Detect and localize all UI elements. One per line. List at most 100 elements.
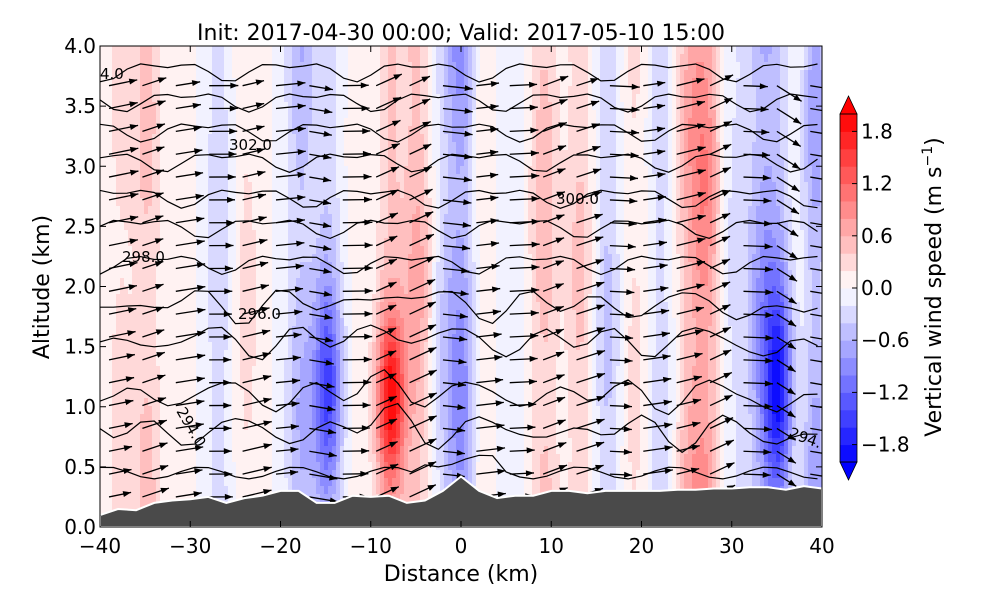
wind-cell bbox=[108, 350, 113, 359]
wind-cell bbox=[404, 222, 409, 231]
wind-cell bbox=[360, 430, 365, 439]
wind-cell bbox=[200, 398, 205, 407]
wind-cell bbox=[340, 302, 345, 311]
wind-cell bbox=[172, 294, 177, 303]
wind-cell bbox=[348, 302, 353, 311]
wind-cell bbox=[148, 478, 153, 487]
wind-cell bbox=[112, 414, 117, 423]
wind-cell bbox=[288, 318, 293, 327]
wind-cell bbox=[420, 230, 425, 239]
wind-cell bbox=[304, 214, 309, 223]
wind-cell bbox=[420, 46, 425, 55]
wind-cell bbox=[228, 358, 233, 367]
wind-cell bbox=[160, 134, 165, 143]
wind-cell bbox=[316, 342, 321, 351]
wind-cell bbox=[252, 366, 257, 375]
wind-cell bbox=[328, 494, 333, 503]
wind-cell bbox=[408, 134, 413, 143]
wind-cell bbox=[216, 374, 221, 383]
wind-cell bbox=[332, 374, 337, 383]
wind-cell bbox=[204, 118, 209, 127]
wind-cell bbox=[396, 494, 401, 503]
wind-cell bbox=[400, 182, 405, 191]
wind-cell bbox=[172, 454, 177, 463]
wind-cell bbox=[192, 478, 197, 487]
wind-cell bbox=[284, 398, 289, 407]
wind-cell bbox=[244, 310, 249, 319]
wind-cell bbox=[412, 278, 417, 287]
wind-cell bbox=[332, 342, 337, 351]
wind-cell bbox=[308, 406, 313, 415]
wind-cell bbox=[160, 246, 165, 255]
wind-cell bbox=[260, 198, 265, 207]
wind-cell bbox=[224, 390, 229, 399]
wind-cell bbox=[424, 110, 429, 119]
wind-cell bbox=[280, 78, 285, 87]
wind-cell bbox=[156, 78, 161, 87]
wind-cell bbox=[152, 382, 157, 391]
wind-cell bbox=[208, 238, 213, 247]
wind-cell bbox=[424, 126, 429, 135]
wind-cell bbox=[388, 270, 393, 279]
wind-cell bbox=[188, 302, 193, 311]
wind-cell bbox=[320, 174, 325, 183]
wind-cell bbox=[200, 478, 205, 487]
wind-cell bbox=[268, 102, 273, 111]
wind-cell bbox=[360, 302, 365, 311]
wind-cell bbox=[288, 366, 293, 375]
wind-cell bbox=[128, 206, 133, 215]
wind-cell bbox=[308, 182, 313, 191]
wind-cell bbox=[276, 478, 281, 487]
wind-cell bbox=[360, 462, 365, 471]
wind-cell bbox=[220, 198, 225, 207]
wind-cell bbox=[320, 190, 325, 199]
wind-cell bbox=[188, 78, 193, 87]
wind-cell bbox=[392, 350, 397, 359]
wind-cell bbox=[100, 158, 105, 167]
wind-cell bbox=[232, 166, 237, 175]
wind-cell bbox=[332, 86, 337, 95]
wind-cell bbox=[360, 62, 365, 71]
wind-cell bbox=[164, 286, 169, 295]
wind-cell bbox=[372, 390, 377, 399]
wind-cell bbox=[156, 366, 161, 375]
wind-cell bbox=[260, 390, 265, 399]
wind-cell bbox=[316, 358, 321, 367]
wind-cell bbox=[172, 422, 177, 431]
wind-cell bbox=[284, 430, 289, 439]
wind-cell bbox=[288, 142, 293, 151]
wind-cell bbox=[128, 478, 133, 487]
wind-cell bbox=[396, 70, 401, 79]
wind-cell bbox=[400, 70, 405, 79]
wind-cell bbox=[248, 206, 253, 215]
wind-cell bbox=[304, 430, 309, 439]
wind-cell bbox=[408, 462, 413, 471]
wind-cell bbox=[376, 270, 381, 279]
wind-cell bbox=[316, 238, 321, 247]
wind-cell bbox=[412, 198, 417, 207]
wind-cell bbox=[112, 270, 117, 279]
wind-cell bbox=[140, 78, 145, 87]
wind-cell bbox=[192, 294, 197, 303]
wind-cell bbox=[364, 318, 369, 327]
wind-cell bbox=[128, 278, 133, 287]
wind-cell bbox=[280, 102, 285, 111]
wind-cell bbox=[156, 494, 161, 503]
wind-cell bbox=[188, 462, 193, 471]
wind-cell bbox=[360, 214, 365, 223]
wind-cell bbox=[328, 318, 333, 327]
wind-cell bbox=[276, 222, 281, 231]
wind-cell bbox=[268, 166, 273, 175]
wind-cell bbox=[340, 310, 345, 319]
wind-cell bbox=[240, 182, 245, 191]
wind-cell bbox=[324, 286, 329, 295]
wind-cell bbox=[364, 478, 369, 487]
wind-cell bbox=[104, 262, 109, 271]
wind-cell bbox=[352, 406, 357, 415]
wind-cell bbox=[320, 438, 325, 447]
wind-cell bbox=[388, 254, 393, 263]
wind-cell bbox=[384, 270, 389, 279]
wind-cell bbox=[128, 110, 133, 119]
wind-cell bbox=[136, 326, 141, 335]
wind-cell bbox=[324, 142, 329, 151]
